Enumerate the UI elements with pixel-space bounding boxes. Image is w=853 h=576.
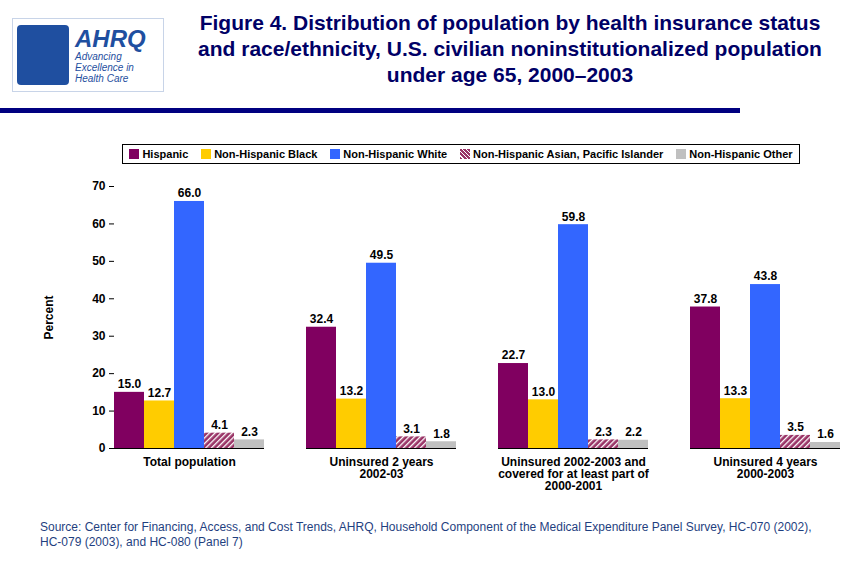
svg-text:Uninsured 2002-2003 andcovered: Uninsured 2002-2003 andcovered for at le… bbox=[498, 455, 650, 493]
svg-text:40: 40 bbox=[92, 292, 106, 306]
svg-text:32.4: 32.4 bbox=[310, 312, 334, 326]
html-text:Non-Hispanic Asian, Pacific Is: Non-Hispanic Asian, Pacific Islander bbox=[473, 148, 664, 160]
svg-text:2.3: 2.3 bbox=[595, 425, 612, 439]
svg-text:0: 0 bbox=[99, 441, 106, 455]
html-text:Hispanic: Hispanic bbox=[142, 148, 189, 160]
svg-text:1.8: 1.8 bbox=[433, 427, 450, 441]
html-text:Advancing Excellence in Health: Advancing Excellence in Health Care bbox=[75, 50, 134, 84]
html-text:Non-Hispanic White: Non-Hispanic White bbox=[343, 148, 448, 160]
svg-text:37.8: 37.8 bbox=[694, 292, 718, 306]
svg-text:13.3: 13.3 bbox=[724, 384, 748, 398]
svg-text:49.5: 49.5 bbox=[370, 248, 394, 262]
svg-text:20: 20 bbox=[92, 366, 106, 380]
html-text:Source: Center for Financing,: Source: Center for Financing, Access, an… bbox=[40, 520, 812, 549]
html-text:Non-Hispanic Black: Non-Hispanic Black bbox=[214, 148, 318, 160]
svg-text:12.7: 12.7 bbox=[148, 386, 172, 400]
svg-text:2.3: 2.3 bbox=[241, 425, 258, 439]
svg-text:60: 60 bbox=[92, 217, 106, 231]
svg-text:13.0: 13.0 bbox=[532, 385, 556, 399]
svg-text:22.7: 22.7 bbox=[502, 348, 526, 362]
svg-text:Uninsured 2 years2002-03: Uninsured 2 years2002-03 bbox=[329, 455, 433, 481]
svg-text:10: 10 bbox=[92, 404, 106, 418]
svg-text:50: 50 bbox=[92, 254, 106, 268]
html-text:Non-Hispanic Other: Non-Hispanic Other bbox=[689, 148, 793, 160]
html-text:Figure 4. Distribution of popu: Figure 4. Distribution of population by … bbox=[198, 11, 822, 86]
svg-text:43.8: 43.8 bbox=[754, 269, 778, 283]
svg-text:Percent: Percent bbox=[42, 295, 56, 339]
svg-text:15.0: 15.0 bbox=[118, 377, 142, 391]
svg-text:2.2: 2.2 bbox=[625, 425, 642, 439]
svg-text:66.0: 66.0 bbox=[178, 186, 202, 200]
svg-text:13.2: 13.2 bbox=[340, 384, 364, 398]
html-text:AHRQ: AHRQ bbox=[75, 24, 146, 52]
svg-text:4.1: 4.1 bbox=[211, 418, 228, 432]
svg-text:30: 30 bbox=[92, 329, 106, 343]
svg-text:59.8: 59.8 bbox=[562, 210, 586, 224]
svg-text:1.6: 1.6 bbox=[817, 427, 834, 441]
svg-text:Uninsured 4 years2000-2003: Uninsured 4 years2000-2003 bbox=[713, 455, 817, 481]
svg-text:Total population: Total population bbox=[143, 455, 235, 469]
svg-text:70: 70 bbox=[92, 179, 106, 193]
svg-text:3.5: 3.5 bbox=[787, 420, 804, 434]
svg-text:3.1: 3.1 bbox=[403, 422, 420, 436]
